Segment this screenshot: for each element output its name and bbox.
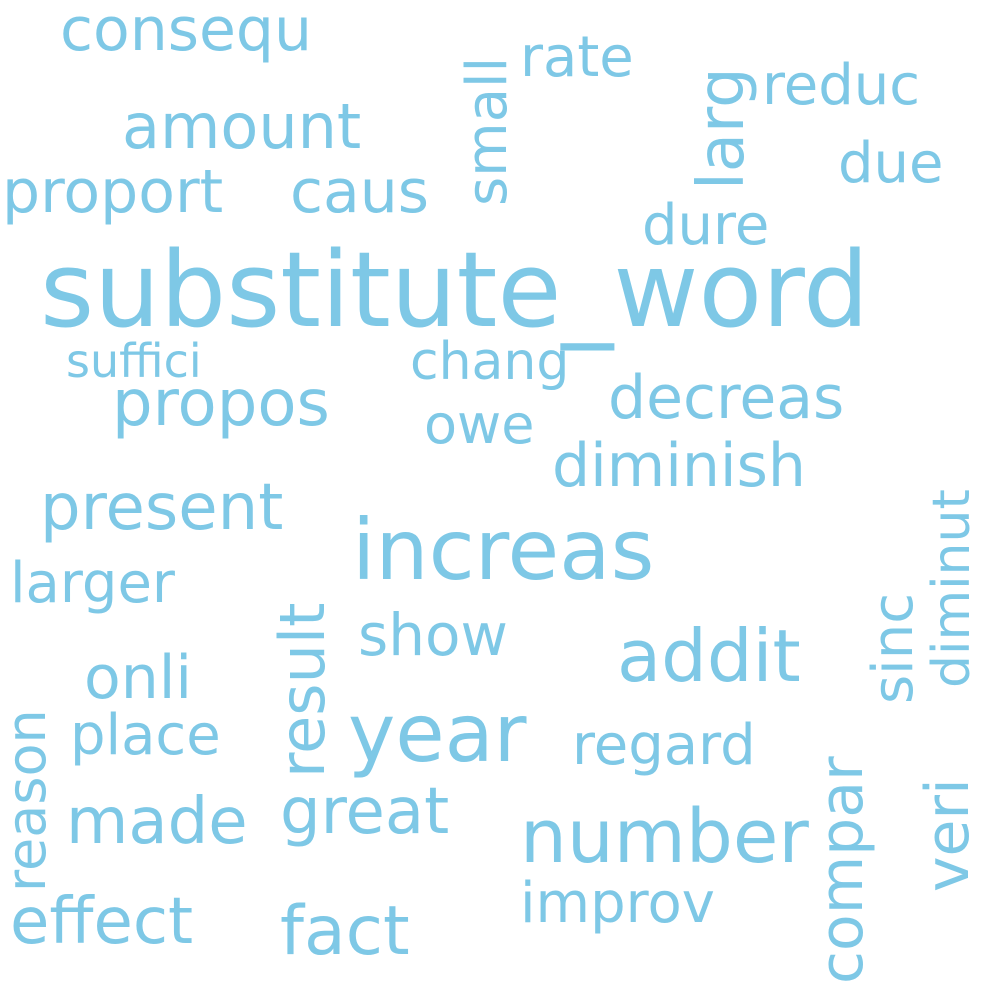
- word-owe: owe: [424, 393, 535, 456]
- word-diminish: diminish: [552, 431, 806, 501]
- word-veri: veri: [913, 778, 983, 892]
- word-small: small: [455, 56, 520, 206]
- word-reason: reason: [0, 709, 58, 892]
- word-improv: improv: [520, 871, 715, 936]
- word-due: due: [838, 131, 944, 196]
- word-diminut: diminut: [922, 489, 982, 688]
- word-great: great: [280, 775, 450, 849]
- word-larg: larg: [685, 67, 759, 190]
- word-number: number: [520, 794, 809, 880]
- word-larger: larger: [10, 551, 175, 616]
- word-chang: chang: [410, 332, 570, 392]
- word-regard: regard: [572, 713, 756, 778]
- word-made: made: [66, 785, 248, 859]
- word-propos: propos: [112, 367, 330, 441]
- word-sinc: sinc: [861, 592, 926, 704]
- word-proport: proport: [2, 157, 224, 227]
- word-suffici: suffici: [66, 334, 202, 388]
- word-addit: addit: [617, 614, 801, 698]
- word-reduc: reduc: [762, 53, 921, 118]
- word-onli: onli: [84, 643, 193, 713]
- word-rate: rate: [520, 25, 634, 90]
- word-decreas: decreas: [608, 363, 845, 433]
- word-present: present: [40, 471, 284, 545]
- word-place: place: [70, 703, 221, 768]
- word-compar: compar: [807, 756, 877, 984]
- word-consequ: consequ: [60, 0, 313, 65]
- word-effect: effect: [10, 885, 194, 959]
- word-increas: increas: [352, 501, 655, 599]
- word-year: year: [348, 687, 527, 780]
- word-fact: fact: [280, 892, 410, 971]
- word-dure: dure: [642, 193, 770, 258]
- word-caus: caus: [290, 157, 430, 227]
- word-amount: amount: [122, 90, 362, 163]
- word-show: show: [358, 601, 508, 669]
- word-substitute-word: substitute_word: [40, 229, 870, 351]
- word-result: result: [266, 602, 339, 778]
